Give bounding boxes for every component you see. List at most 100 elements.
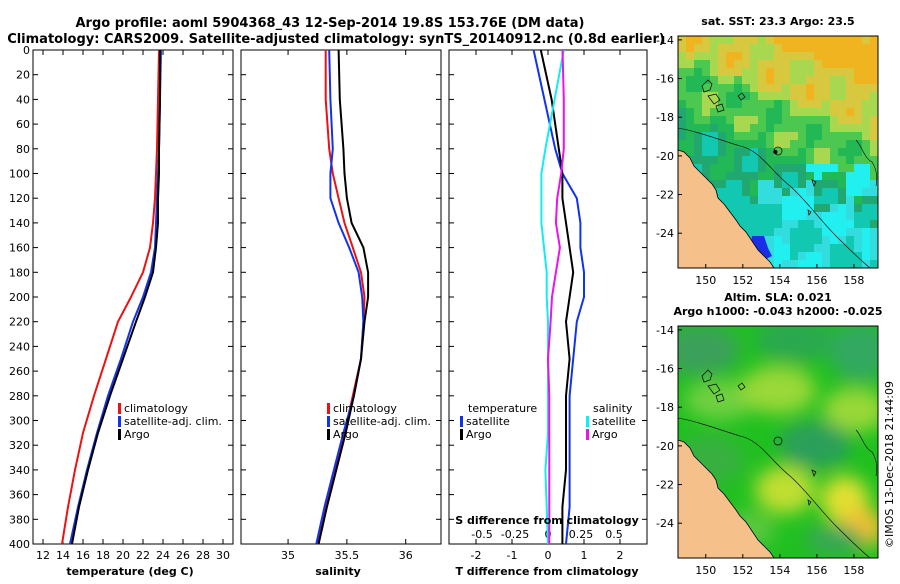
s-diff-tick-label: -0.25: [501, 528, 529, 541]
sst-cell: [734, 116, 742, 124]
sst-cell: [726, 156, 734, 164]
sst-cell: [838, 84, 846, 92]
y-tick-label: 280: [9, 390, 30, 403]
sst-cell: [710, 52, 718, 60]
y-tick-label: 80: [16, 143, 30, 156]
temperature-axis-label: temperature (deg C): [66, 565, 193, 578]
sst-cell: [846, 60, 854, 68]
sst-cell: [710, 76, 718, 84]
sst-cell: [862, 196, 870, 204]
sst-cell: [758, 204, 766, 212]
sst-cell: [814, 116, 822, 124]
sst-cell: [750, 124, 758, 132]
sst-cell: [790, 252, 798, 260]
sst-cell: [790, 228, 798, 236]
sst-cell: [862, 228, 870, 236]
sst-cell: [814, 36, 822, 44]
sst-cell: [862, 52, 870, 60]
sst-cell: [758, 68, 766, 76]
sst-cell: [862, 140, 870, 148]
sst-cell: [734, 140, 742, 148]
sst-cell: [790, 236, 798, 244]
sst-cell: [718, 132, 726, 140]
salinity-legend: climatology satellite-adj. clim. Argo: [327, 402, 431, 441]
sst-cell: [830, 92, 838, 100]
sst-cell: [854, 252, 862, 260]
sst-cell: [726, 204, 734, 212]
sst-cell: [870, 116, 878, 124]
sst-cell: [830, 124, 838, 132]
sst-cell: [782, 196, 790, 204]
x-tick-label: 26: [176, 549, 190, 562]
sst-cell: [806, 84, 814, 92]
sst-cell: [774, 188, 782, 196]
series-line-t-argo: [539, 50, 575, 544]
sst-cell: [766, 140, 774, 148]
sst-cell: [798, 260, 806, 268]
sst-cell: [678, 68, 686, 76]
sst-cell: [758, 124, 766, 132]
sst-cell: [686, 76, 694, 84]
sst-cell: [822, 172, 830, 180]
sst-cell: [798, 236, 806, 244]
sst-cell: [846, 228, 854, 236]
sst-cell: [678, 84, 686, 92]
sst-cell: [814, 44, 822, 52]
sst-cell: [846, 140, 854, 148]
sst-cell: [790, 204, 798, 212]
sst-cell: [862, 60, 870, 68]
sst-cell: [758, 180, 766, 188]
sst-cell: [822, 108, 830, 116]
map-y-tick-label: -16: [656, 73, 674, 86]
sst-cell: [806, 244, 814, 252]
sst-cell: [838, 236, 846, 244]
sst-cell: [790, 212, 798, 220]
sst-cell: [854, 132, 862, 140]
y-tick-label: 340: [9, 464, 30, 477]
difference-panel: -2 -1 0 1 2-0.5 -0.25 0 0.25 0.5 T difference fr…: [448, 49, 648, 578]
sst-cell: [822, 204, 830, 212]
sst-cell: [846, 252, 854, 260]
sst-cell: [862, 84, 870, 92]
sst-cell: [678, 44, 686, 52]
map-y-tick-label: -14: [656, 34, 674, 47]
sst-cell: [750, 220, 758, 228]
sst-cell: [854, 76, 862, 84]
sst-cell: [758, 84, 766, 92]
sst-cell: [750, 228, 758, 236]
sst-cell: [718, 172, 726, 180]
sst-cell: [734, 204, 742, 212]
sst-cell: [702, 100, 710, 108]
sst-cell: [846, 220, 854, 228]
sst-cell: [774, 236, 782, 244]
sst-cell: [702, 172, 710, 180]
sst-cell: [678, 92, 686, 100]
sst-cell: [734, 180, 742, 188]
sst-cell: [790, 36, 798, 44]
sst-cell: [718, 108, 726, 116]
sst-shelf-contour: [678, 127, 871, 268]
sst-cell: [750, 60, 758, 68]
sst-cell: [862, 92, 870, 100]
sst-cell: [742, 52, 750, 60]
sst-cell: [734, 132, 742, 140]
sst-cell: [838, 172, 846, 180]
sst-cell: [798, 52, 806, 60]
sst-cell: [734, 52, 742, 60]
sst-cell: [702, 140, 710, 148]
sst-cell: [798, 100, 806, 108]
sst-cell: [782, 148, 790, 156]
x-tick-label: 0: [545, 549, 552, 562]
sst-cell: [854, 100, 862, 108]
sst-cell: [766, 156, 774, 164]
sst-cell: [774, 252, 782, 260]
x-tick-label: 16: [76, 549, 90, 562]
sst-cell: [838, 220, 846, 228]
sst-cell: [678, 108, 686, 116]
sst-cell: [806, 236, 814, 244]
legend-swatch-t-argo: [460, 429, 463, 440]
sst-cell: [870, 188, 878, 196]
legend-label-argo: Argo: [333, 428, 359, 441]
sst-cell: [846, 44, 854, 52]
sst-cell: [870, 164, 878, 172]
